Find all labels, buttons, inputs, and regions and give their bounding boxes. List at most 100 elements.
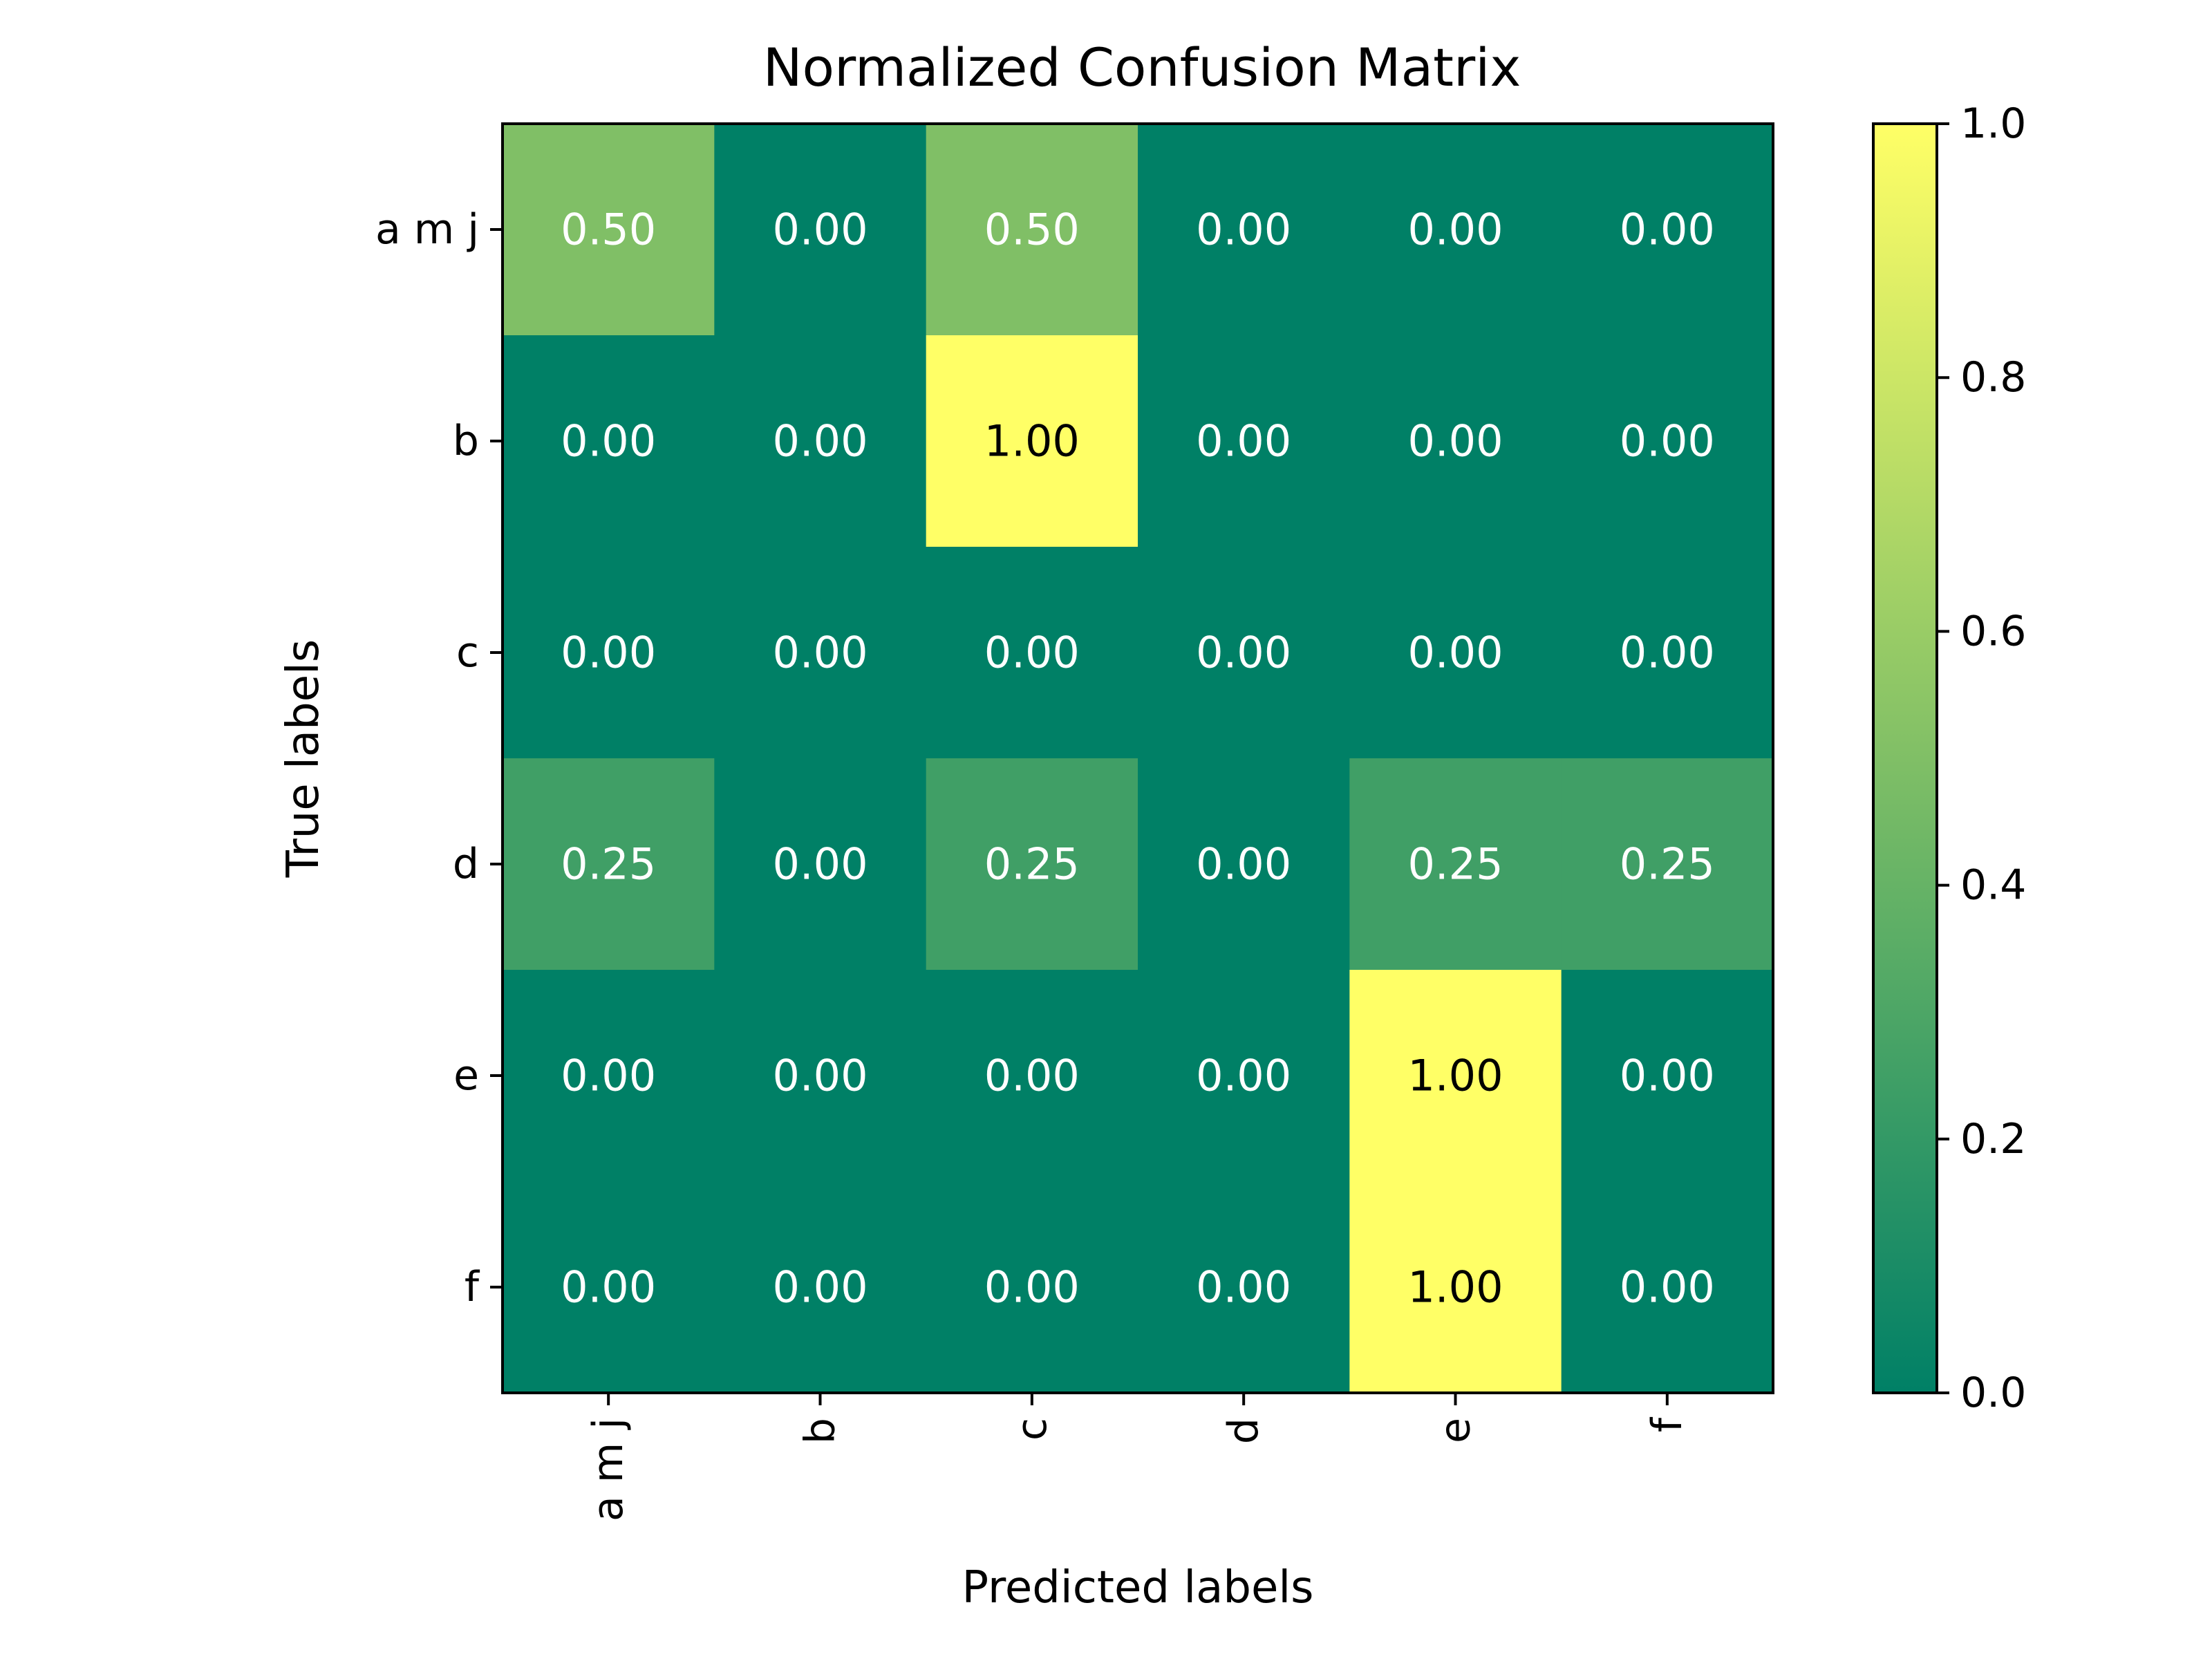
cell-value-r1-c0: 0.00 — [561, 416, 656, 467]
chart-title: Normalized Confusion Matrix — [763, 37, 1521, 98]
heatmap-cell-labels: 0.50 0.00 0.50 0.00 0.00 0.00 0.00 0.00 1.00 0.00… — [561, 205, 1715, 1313]
heatmap-cell-r5-c0 — [503, 1181, 715, 1394]
x-axis-label: Predicted labels — [962, 1562, 1314, 1613]
cell-value-r4-c3: 0.00 — [1196, 1051, 1291, 1101]
heatmap-cell-r1-c2 — [926, 335, 1138, 547]
y-axis-label: True labels — [278, 639, 329, 878]
cell-value-r4-c4: 1.00 — [1407, 1051, 1503, 1101]
colorbar-ticks: 0.0 0.2 0.4 0.6 0.8 1.0 — [1937, 100, 2026, 1417]
x-tick-label-2: c — [1008, 1418, 1056, 1441]
heatmap-cell-r3-c2 — [926, 758, 1138, 971]
cell-value-r2-c4: 0.00 — [1407, 628, 1503, 678]
heatmap-cell-r3-c0 — [503, 758, 715, 971]
heatmap-cell-r5-c1 — [714, 1181, 927, 1394]
cell-value-r5-c0: 0.00 — [561, 1262, 656, 1313]
heatmap-cell-r5-c3 — [1138, 1181, 1350, 1394]
heatmap-cell-r1-c1 — [714, 335, 927, 547]
colorbar — [1872, 122, 1938, 1394]
cell-value-r3-c3: 0.00 — [1196, 839, 1291, 890]
heatmap-cell-r3-c3 — [1138, 758, 1350, 971]
heatmap-cell-r5-c5 — [1561, 1181, 1774, 1394]
cell-value-r2-c5: 0.00 — [1620, 628, 1715, 678]
heatmap-cell-r1-c5 — [1561, 335, 1774, 547]
cell-value-r3-c1: 0.00 — [772, 839, 868, 890]
cell-value-r4-c0: 0.00 — [561, 1051, 656, 1101]
heatmap-cell-r0-c2 — [926, 124, 1138, 336]
cell-value-r2-c0: 0.00 — [561, 628, 656, 678]
y-tick-label-3: d — [453, 840, 479, 888]
y-tick-label-0: a m j — [375, 205, 479, 254]
heatmap-cell-r0-c0 — [503, 124, 715, 336]
cell-value-r1-c3: 0.00 — [1196, 416, 1291, 467]
y-tick-label-5: f — [465, 1263, 480, 1311]
cell-value-r2-c2: 0.00 — [984, 628, 1080, 678]
cell-value-r2-c1: 0.00 — [772, 628, 868, 678]
heatmap-cell-r3-c4 — [1349, 758, 1562, 971]
cell-value-r1-c5: 0.00 — [1620, 416, 1715, 467]
heatmap-cell-r5-c2 — [926, 1181, 1138, 1394]
colorbar-tick-label-5: 1.0 — [1960, 100, 2026, 148]
plot-frame — [501, 122, 1774, 1394]
colorbar-tick-label-3: 0.6 — [1960, 607, 2026, 655]
cell-value-r5-c4: 1.00 — [1407, 1262, 1503, 1313]
cell-value-r1-c4: 0.00 — [1407, 416, 1503, 467]
heatmap-cell-r2-c4 — [1349, 547, 1562, 759]
heatmap-cell-r1-c3 — [1138, 335, 1350, 547]
heatmap-cell-r3-c5 — [1561, 758, 1774, 971]
x-tick-label-4: e — [1432, 1418, 1480, 1443]
heatmap-cell-r4-c3 — [1138, 970, 1350, 1182]
cell-value-r5-c1: 0.00 — [772, 1262, 868, 1313]
heatmap-cell-r2-c0 — [503, 547, 715, 759]
cell-value-r2-c3: 0.00 — [1196, 628, 1291, 678]
cell-value-r3-c0: 0.25 — [561, 839, 656, 890]
cell-value-r4-c5: 0.00 — [1620, 1051, 1715, 1101]
heatmap-cell-r0-c1 — [714, 124, 927, 336]
cell-value-r1-c1: 0.00 — [772, 416, 868, 467]
x-tick-label-0: a m j — [584, 1418, 632, 1521]
cell-value-r0-c1: 0.00 — [772, 205, 868, 255]
cell-value-r5-c5: 0.00 — [1620, 1262, 1715, 1313]
colorbar-tick-label-0: 0.0 — [1960, 1369, 2026, 1417]
heatmap-cell-r1-c4 — [1349, 335, 1562, 547]
heatmap-cell-r2-c3 — [1138, 547, 1350, 759]
heatmap-cell-r4-c5 — [1561, 970, 1774, 1182]
cell-value-r4-c2: 0.00 — [984, 1051, 1080, 1101]
cell-value-r4-c1: 0.00 — [772, 1051, 868, 1101]
cell-value-r3-c5: 0.25 — [1620, 839, 1715, 890]
heatmap-cell-r1-c0 — [503, 335, 715, 547]
colorbar-tick-label-1: 0.2 — [1960, 1115, 2026, 1163]
heatmap-cell-r2-c5 — [1561, 547, 1774, 759]
colorbar-tick-label-2: 0.4 — [1960, 861, 2026, 910]
heatmap-cell-r0-c5 — [1561, 124, 1774, 336]
heatmap-cell-r4-c0 — [503, 970, 715, 1182]
heatmap-cell-r0-c4 — [1349, 124, 1562, 336]
heatmap-cell-r3-c1 — [714, 758, 927, 971]
x-tick-label-1: b — [796, 1418, 845, 1444]
heatmap-cell-r2-c2 — [926, 547, 1138, 759]
x-tick-label-3: d — [1219, 1418, 1268, 1444]
heatmap-cell-r2-c1 — [714, 547, 927, 759]
cell-value-r0-c2: 0.50 — [984, 205, 1080, 255]
cell-value-r0-c4: 0.00 — [1407, 205, 1503, 255]
heatmap-cells — [503, 124, 1774, 1394]
heatmap-cell-r4-c4 — [1349, 970, 1562, 1182]
heatmap-cell-r0-c3 — [1138, 124, 1350, 336]
y-tick-label-4: e — [453, 1051, 479, 1100]
cell-value-r3-c2: 0.25 — [984, 839, 1080, 890]
colorbar-tick-label-4: 0.8 — [1960, 353, 2026, 402]
cell-value-r3-c4: 0.25 — [1407, 839, 1503, 890]
cell-value-r0-c0: 0.50 — [561, 205, 656, 255]
x-tick-label-5: f — [1643, 1416, 1691, 1432]
y-tick-label-2: c — [456, 628, 479, 677]
heatmap-cell-r4-c2 — [926, 970, 1138, 1182]
y-tick-label-1: b — [453, 417, 479, 465]
cell-value-r1-c2: 1.00 — [984, 416, 1080, 467]
y-axis-ticks: a m j b c d e f — [375, 205, 503, 1311]
cell-value-r5-c3: 0.00 — [1196, 1262, 1291, 1313]
heatmap-cell-r4-c1 — [714, 970, 927, 1182]
heatmap-cell-r5-c4 — [1349, 1181, 1562, 1394]
cell-value-r0-c5: 0.00 — [1620, 205, 1715, 255]
cell-value-r5-c2: 0.00 — [984, 1262, 1080, 1313]
